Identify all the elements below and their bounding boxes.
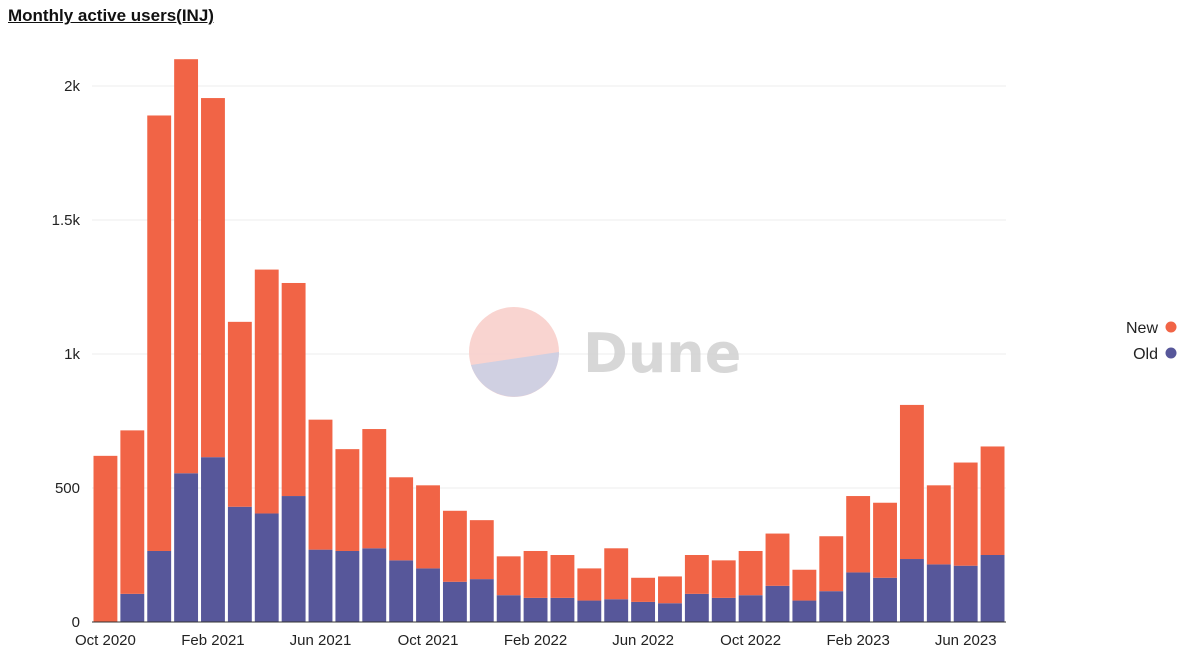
dune-watermark: Dune — [469, 307, 741, 397]
bar-new-2022-05[interactable] — [604, 548, 629, 600]
bar-old-2021-07[interactable] — [335, 550, 360, 622]
dune-logo-lower-half — [471, 352, 559, 397]
bar-old-2021-01[interactable] — [174, 473, 199, 622]
y-tick-label: 0 — [72, 614, 80, 631]
bar-new-2023-07[interactable] — [980, 446, 1005, 555]
chart-title: Monthly active users(INJ) — [8, 6, 214, 25]
bar-new-2022-02[interactable] — [523, 550, 548, 598]
x-axis: Oct 2020 Feb 2021 Jun 2021 Oct 2021 Feb 2022… — [75, 621, 1006, 649]
y-tick-label: 1k — [64, 346, 80, 363]
bar-old-2021-09[interactable] — [389, 560, 414, 622]
x-tick-label: Oct 2020 — [75, 632, 136, 649]
bar-new-2022-04[interactable] — [577, 568, 602, 601]
bar-new-2021-08[interactable] — [362, 429, 387, 549]
bar-old-2022-03[interactable] — [550, 597, 575, 622]
bar-new-2020-12[interactable] — [147, 115, 172, 551]
bar-new-2022-08[interactable] — [684, 555, 709, 594]
bar-new-2023-02[interactable] — [846, 496, 871, 573]
bar-old-2023-07[interactable] — [980, 555, 1005, 622]
bar-old-2022-07[interactable] — [658, 603, 682, 622]
bar-old-2021-04[interactable] — [254, 513, 279, 622]
bar-new-2021-07[interactable] — [335, 449, 360, 551]
bar-old-2021-02[interactable] — [201, 457, 225, 622]
bar-old-2023-06[interactable] — [953, 565, 978, 622]
bar-new-2021-10[interactable] — [416, 485, 440, 569]
bar-old-2022-12[interactable] — [792, 600, 817, 622]
legend-label-new: New — [1126, 320, 1158, 337]
bar-old-2021-12[interactable] — [469, 579, 494, 622]
y-tick-label: 2k — [64, 78, 80, 95]
bar-new-2023-04[interactable] — [899, 404, 924, 560]
y-tick-label: 1.5k — [52, 212, 81, 229]
bar-new-2021-11[interactable] — [442, 510, 467, 582]
bar-old-2023-03[interactable] — [873, 577, 897, 622]
bar-new-2022-12[interactable] — [792, 569, 817, 601]
bar-new-2023-05[interactable] — [926, 485, 951, 565]
bar-old-2021-11[interactable] — [442, 581, 467, 622]
bar-old-2023-02[interactable] — [846, 572, 871, 622]
bar-new-2022-01[interactable] — [496, 556, 521, 596]
legend-label-old: Old — [1133, 346, 1158, 363]
bar-new-2021-05[interactable] — [281, 282, 306, 497]
bar-new-2021-01[interactable] — [174, 59, 199, 474]
x-tick-label: Feb 2023 — [826, 632, 889, 649]
x-tick-label: Oct 2021 — [398, 632, 459, 649]
bar-old-2022-08[interactable] — [684, 593, 709, 622]
x-tick-label: Jun 2022 — [612, 632, 674, 649]
bar-old-2022-09[interactable] — [711, 597, 736, 622]
bar-old-2020-11[interactable] — [120, 593, 145, 622]
bar-old-2022-01[interactable] — [496, 595, 521, 622]
y-axis: 0 500 1k 1.5k 2k — [52, 78, 81, 631]
bar-new-2020-10[interactable] — [93, 455, 118, 622]
bar-old-2021-03[interactable] — [227, 506, 252, 622]
bar-new-2022-07[interactable] — [658, 576, 682, 604]
bar-old-2022-11[interactable] — [765, 585, 790, 622]
bar-old-2023-05[interactable] — [926, 564, 951, 622]
bar-new-2023-06[interactable] — [953, 462, 978, 566]
bar-new-2023-01[interactable] — [819, 536, 844, 592]
bar-new-2020-11[interactable] — [120, 430, 145, 594]
bar-new-2021-09[interactable] — [389, 477, 414, 561]
bar-old-2022-04[interactable] — [577, 600, 602, 622]
bar-old-2021-08[interactable] — [362, 548, 387, 622]
x-tick-label: Feb 2021 — [181, 632, 244, 649]
bar-old-2023-04[interactable] — [899, 559, 924, 622]
bar-new-2021-06[interactable] — [308, 419, 333, 550]
bar-old-2020-12[interactable] — [147, 550, 172, 622]
bar-old-2022-05[interactable] — [604, 599, 629, 622]
legend-marker-old[interactable] — [1165, 347, 1177, 359]
bar-old-2022-06[interactable] — [631, 601, 656, 622]
bar-new-2021-03[interactable] — [227, 321, 252, 507]
x-tick-label: Feb 2022 — [504, 632, 567, 649]
bars — [93, 59, 1005, 622]
bar-new-2021-04[interactable] — [254, 269, 279, 514]
watermark-text: Dune — [583, 322, 741, 385]
bar-old-2023-01[interactable] — [819, 591, 844, 622]
legend-marker-new[interactable] — [1165, 321, 1177, 333]
bar-old-2021-10[interactable] — [416, 568, 440, 622]
x-tick-label: Jun 2021 — [290, 632, 352, 649]
bar-new-2022-06[interactable] — [631, 577, 656, 602]
bar-new-2022-03[interactable] — [550, 555, 575, 598]
bar-new-2021-12[interactable] — [469, 520, 494, 580]
legend: New Old — [1126, 320, 1177, 363]
bar-new-2022-10[interactable] — [738, 550, 763, 596]
bar-new-2021-02[interactable] — [201, 98, 225, 458]
bar-new-2022-11[interactable] — [765, 533, 790, 586]
bar-old-2021-05[interactable] — [281, 496, 306, 622]
x-tick-label: Jun 2023 — [935, 632, 997, 649]
bar-new-2022-09[interactable] — [711, 560, 736, 598]
bar-old-2022-10[interactable] — [738, 595, 763, 622]
bar-old-2022-02[interactable] — [523, 597, 548, 622]
bar-new-2023-03[interactable] — [873, 502, 897, 578]
bar-old-2021-06[interactable] — [308, 549, 333, 622]
y-tick-label: 500 — [55, 480, 80, 497]
x-tick-label: Oct 2022 — [720, 632, 781, 649]
